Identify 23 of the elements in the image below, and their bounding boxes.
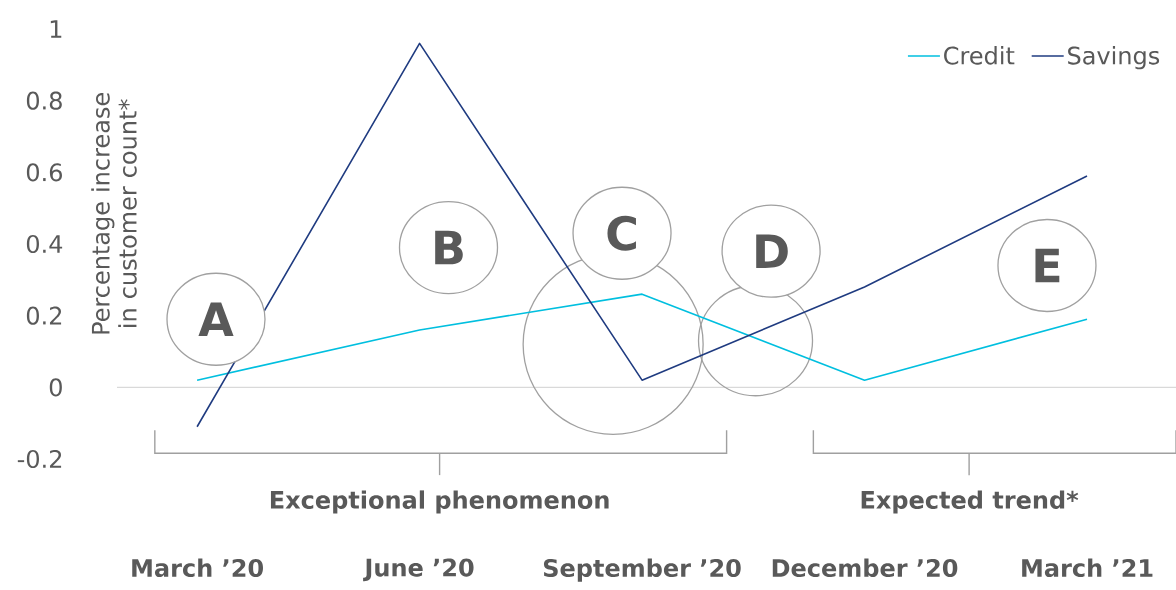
y-axis-title: Percentage increase in customer count* [91, 93, 137, 334]
text: Exceptional phenomenon [270, 490, 609, 514]
text: Expected trend* [861, 490, 1079, 514]
x-tick-label: March ’21 [1022, 558, 1153, 578]
x-tick-label: June ’20 [363, 558, 474, 582]
y-tick-label: -0.2 [17, 449, 62, 469]
annotation: E [1035, 248, 1060, 283]
y-tick-label: 0 [49, 378, 62, 397]
legend-label: Credit [944, 46, 1015, 65]
annotation: C [607, 215, 636, 251]
y-tick-label: 0.4 [26, 234, 63, 254]
x-tick-label: September ’20 [543, 558, 741, 582]
y-tick-label: 0.2 [26, 306, 62, 325]
x-tick-label: December ’20 [772, 558, 958, 578]
annotation: A [198, 302, 234, 337]
line-series [196, 293, 1088, 381]
legend-label: Savings [1068, 46, 1160, 70]
y-tick-label: 0.6 [26, 163, 62, 182]
y-tick-label: 1 [50, 20, 62, 38]
y-tick-label: 0.8 [26, 91, 62, 110]
annotation: B [435, 230, 463, 265]
x-tick-label: March ’20 [132, 558, 263, 578]
annotation: D [756, 234, 788, 268]
